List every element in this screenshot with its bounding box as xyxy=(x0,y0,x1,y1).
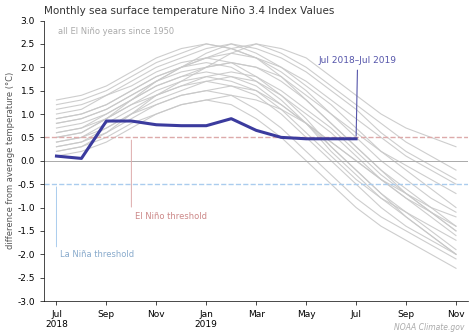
Text: Jul 2018–Jul 2019: Jul 2018–Jul 2019 xyxy=(319,56,397,136)
Text: El Niño threshold: El Niño threshold xyxy=(135,212,207,221)
Y-axis label: difference from average temperature (°C): difference from average temperature (°C) xyxy=(6,72,15,249)
Text: La Niña threshold: La Niña threshold xyxy=(60,250,134,259)
Text: Monthly sea surface temperature Niño 3.4 Index Values: Monthly sea surface temperature Niño 3.4… xyxy=(44,6,334,15)
Text: all El Niño years since 1950: all El Niño years since 1950 xyxy=(58,26,174,36)
Text: NOAA Climate.gov: NOAA Climate.gov xyxy=(394,323,465,332)
